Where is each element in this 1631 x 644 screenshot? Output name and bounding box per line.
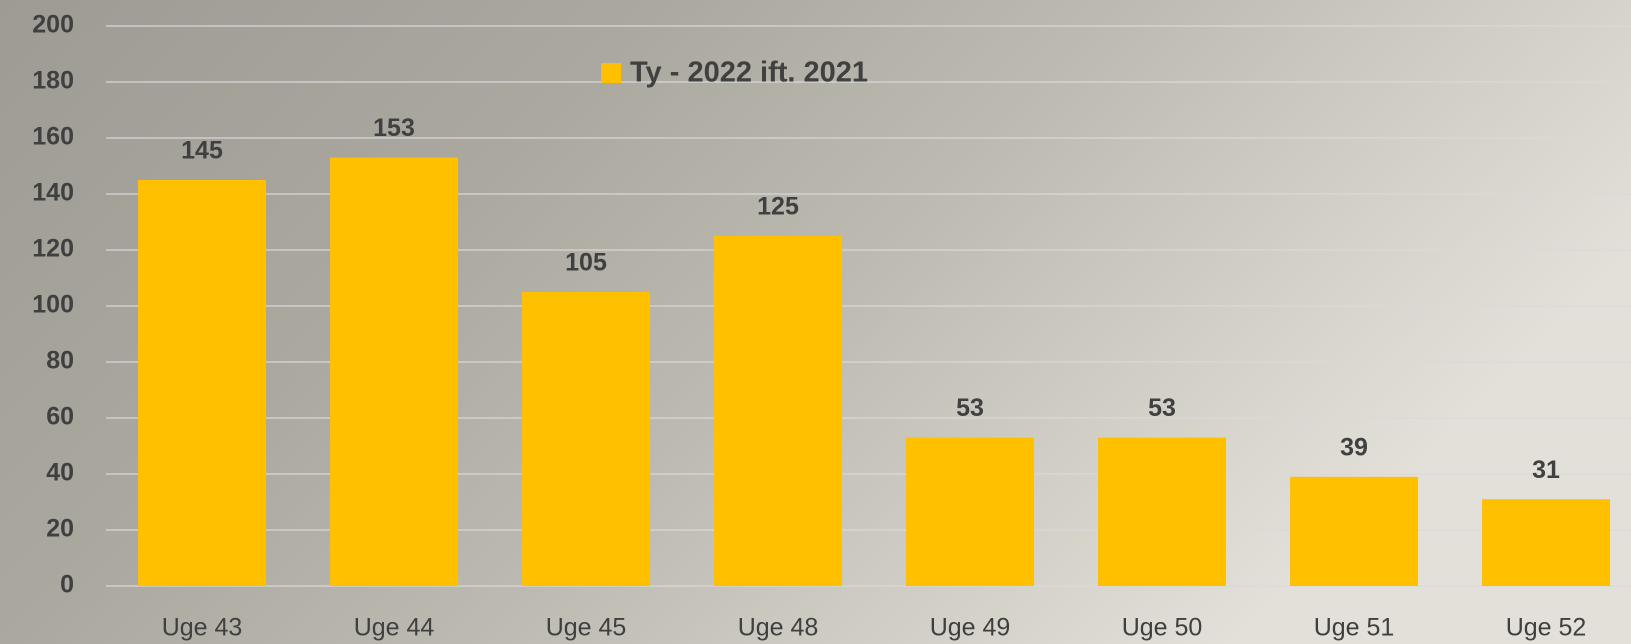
y-tick-label: 100 [32, 291, 74, 319]
data-label: 125 [757, 193, 799, 221]
bar [1482, 499, 1610, 586]
y-tick-label: 40 [46, 459, 74, 487]
y-tick-label: 80 [46, 347, 74, 375]
x-tick-label: Uge 45 [546, 614, 627, 642]
y-tick-label: 20 [46, 515, 74, 543]
bar [522, 292, 650, 586]
bar [906, 438, 1034, 586]
data-label: 153 [373, 114, 415, 142]
x-tick-label: Uge 49 [930, 614, 1011, 642]
data-label: 53 [1148, 394, 1176, 422]
y-tick-label: 60 [46, 403, 74, 431]
bar [1290, 477, 1418, 586]
x-tick-label: Uge 50 [1122, 614, 1203, 642]
data-label: 105 [565, 249, 607, 277]
data-label: 39 [1340, 433, 1368, 461]
y-tick-label: 160 [32, 123, 74, 151]
bar [330, 158, 458, 586]
x-tick-label: Uge 48 [738, 614, 819, 642]
data-label: 145 [181, 137, 223, 165]
chart: 0 20 40 60 80 100 120 140 160 180 200 Uge 43 Uge 44 U… [0, 0, 1631, 644]
y-tick-label: 200 [32, 11, 74, 39]
data-label: 53 [956, 394, 984, 422]
x-tick-label: Uge 51 [1314, 614, 1395, 642]
y-tick-label: 180 [32, 67, 74, 95]
y-tick-label: 120 [32, 235, 74, 263]
y-tick-label: 140 [32, 179, 74, 207]
data-label: 31 [1532, 456, 1560, 484]
bar [1098, 438, 1226, 586]
bar [138, 180, 266, 586]
x-tick-label: Uge 52 [1506, 614, 1587, 642]
legend-label: Ty - 2022 ift. 2021 [630, 57, 868, 89]
bar [714, 236, 842, 586]
y-tick-label: 0 [60, 571, 74, 599]
x-tick-label: Uge 43 [162, 614, 243, 642]
legend-swatch [601, 63, 621, 83]
x-tick-label: Uge 44 [354, 614, 435, 642]
